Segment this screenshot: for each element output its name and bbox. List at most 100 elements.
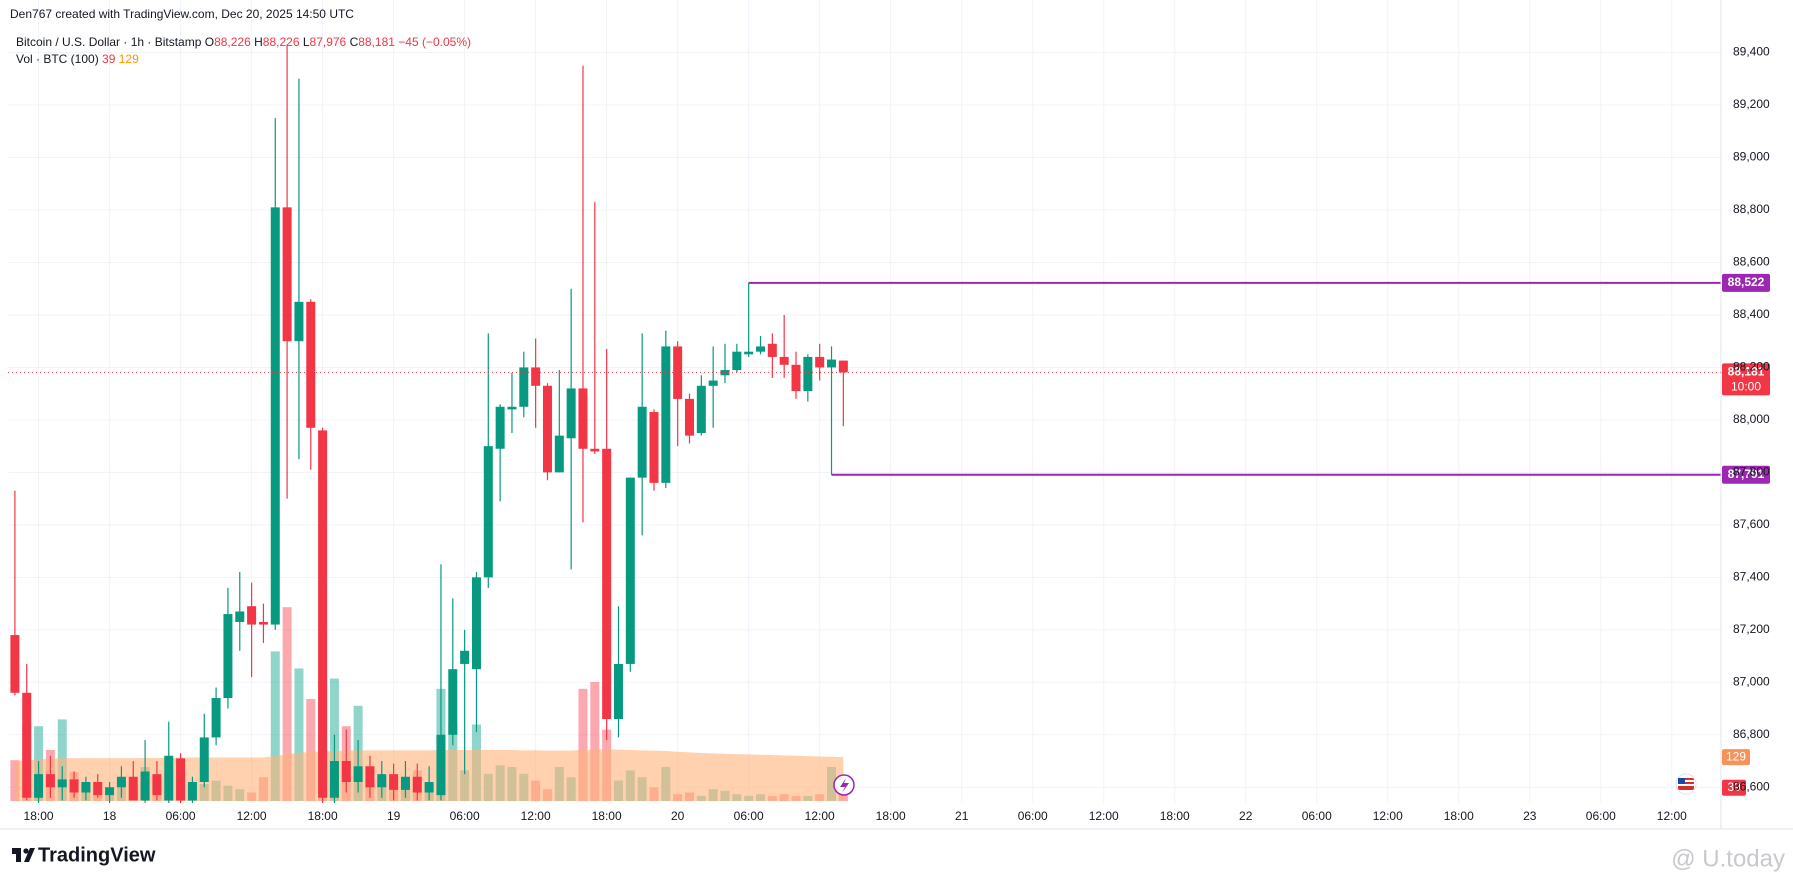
countdown: 10:00	[1731, 380, 1761, 394]
candle-body	[673, 346, 683, 399]
flag-canton	[1678, 778, 1685, 784]
volume-ma-label: 129	[1726, 749, 1746, 763]
y-tick-label: 87,600	[1733, 517, 1770, 531]
y-tick-label: 89,200	[1733, 97, 1770, 111]
x-tick-label: 18:00	[876, 809, 906, 823]
x-tick-label: 12:00	[805, 809, 835, 823]
candle-body	[767, 343, 777, 357]
candle-body	[744, 351, 754, 355]
candle-body	[531, 367, 541, 386]
candle-body	[140, 771, 150, 801]
ohlc: O 88,226 H88,226 L87,976 C88,181	[205, 35, 399, 49]
candle-body	[211, 698, 221, 738]
y-tick-label: 88,600	[1733, 255, 1770, 269]
volume-bar	[294, 668, 304, 801]
logo-mark	[23, 848, 29, 854]
ohlc-value: 88,226	[262, 35, 300, 49]
candle-body	[471, 577, 481, 670]
candles	[10, 44, 848, 803]
x-tick-label: 12:00	[1657, 809, 1687, 823]
volume-bar	[270, 651, 280, 801]
y-tick-label: 88,200	[1733, 360, 1770, 374]
candle-body	[152, 774, 162, 796]
candle-body	[353, 766, 363, 783]
flag-stripe	[1678, 780, 1694, 782]
candle-body	[803, 356, 813, 392]
x-tick-label: 20	[671, 809, 685, 823]
level-tag	[1722, 465, 1770, 484]
candle-body	[258, 621, 268, 625]
candle-body	[270, 207, 280, 625]
x-tick-label: 23	[1523, 809, 1537, 823]
candle-body	[81, 782, 91, 793]
candle-body	[696, 385, 706, 434]
candle-body	[732, 351, 742, 371]
watermark: @ U.today	[1671, 845, 1785, 872]
ohlc-item: C88,181	[350, 35, 395, 49]
candle-body	[791, 364, 801, 392]
y-tick-label: 88,800	[1733, 202, 1770, 216]
ohlc-item: H88,226	[254, 35, 299, 49]
last-price-label: 88,181	[1728, 365, 1765, 379]
ohlc-key: L	[302, 35, 310, 49]
candle-body	[365, 766, 375, 788]
x-tick-label: 21	[955, 809, 969, 823]
y-tick-label: 87,200	[1733, 622, 1770, 636]
candle-body	[542, 385, 552, 473]
x-tick-label: 18:00	[592, 809, 622, 823]
author-line: Den767 created with TradingView.com, Dec…	[10, 7, 354, 21]
candle-body	[45, 774, 55, 788]
candle-body	[448, 669, 458, 735]
y-tick-label: 87,800	[1733, 465, 1770, 479]
candle-body	[554, 435, 564, 473]
x-tick-label: 22	[1239, 809, 1253, 823]
x-tick-label: 06:00	[450, 809, 480, 823]
x-tick-label: 12:00	[521, 809, 551, 823]
grid	[8, 0, 1721, 803]
candle-body	[483, 446, 493, 578]
ohlc-key: H	[254, 35, 263, 49]
candle-body	[613, 663, 623, 720]
volume-bar	[306, 699, 316, 801]
candle-body	[389, 774, 399, 790]
ohlc-value: 88,181	[358, 35, 395, 49]
candle-body	[507, 406, 517, 410]
candle-body	[519, 367, 529, 407]
volume-ma-value: 129	[118, 52, 139, 66]
candle-body	[128, 776, 138, 801]
volume-legend: Vol · BTC (100) 39 129	[16, 52, 139, 66]
candle-body	[341, 761, 351, 783]
volume-bar	[590, 682, 600, 801]
candle-body	[590, 448, 600, 452]
candle-body	[412, 776, 422, 793]
volume-title: Vol · BTC (100)	[16, 52, 99, 66]
candle-body	[69, 779, 79, 793]
y-tick-label: 86,600	[1733, 779, 1770, 793]
ohlc-key: O	[204, 35, 215, 49]
volume-value: 39	[102, 52, 116, 66]
level-label: 88,522	[1728, 275, 1765, 289]
candle-body	[247, 606, 257, 625]
level-tag	[1722, 273, 1770, 292]
candle-body	[10, 635, 20, 693]
candle-body	[625, 477, 635, 664]
candle-body	[637, 406, 647, 478]
candle-body	[424, 782, 434, 793]
x-tick-label: 12:00	[1089, 809, 1119, 823]
y-tick-label: 89,400	[1733, 45, 1770, 59]
x-tick-label: 18:00	[1444, 809, 1474, 823]
x-tick-label: 18:00	[24, 809, 54, 823]
y-tick-label: 87,000	[1733, 674, 1770, 688]
event-icon-bolt	[840, 778, 849, 793]
candle-body	[436, 734, 446, 796]
ohlc-item: L87,976	[303, 35, 346, 49]
x-tick-label: 18	[103, 809, 117, 823]
x-tick-label: 12:00	[1373, 809, 1403, 823]
y-tick-label: 86,800	[1733, 727, 1770, 741]
candle-body	[756, 346, 766, 352]
ohlc-value: 87,976	[309, 35, 347, 49]
